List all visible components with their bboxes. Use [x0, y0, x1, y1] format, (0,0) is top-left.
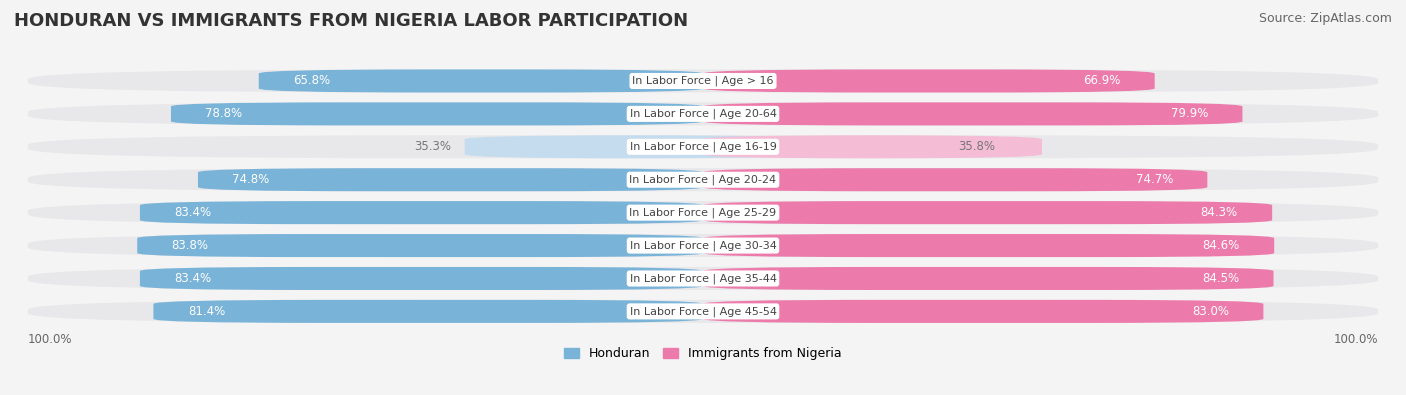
FancyBboxPatch shape: [464, 135, 804, 158]
Text: 79.9%: 79.9%: [1171, 107, 1208, 120]
Text: 65.8%: 65.8%: [294, 75, 330, 87]
Text: 84.3%: 84.3%: [1201, 206, 1237, 219]
Text: HONDURAN VS IMMIGRANTS FROM NIGERIA LABOR PARTICIPATION: HONDURAN VS IMMIGRANTS FROM NIGERIA LABO…: [14, 12, 688, 30]
Text: 83.4%: 83.4%: [174, 272, 211, 285]
FancyBboxPatch shape: [28, 267, 1378, 290]
Text: In Labor Force | Age 25-29: In Labor Force | Age 25-29: [630, 207, 776, 218]
FancyBboxPatch shape: [141, 267, 703, 290]
Text: 83.4%: 83.4%: [174, 206, 211, 219]
FancyBboxPatch shape: [703, 267, 1274, 290]
Text: 78.8%: 78.8%: [205, 107, 243, 120]
Legend: Honduran, Immigrants from Nigeria: Honduran, Immigrants from Nigeria: [560, 342, 846, 365]
Text: In Labor Force | Age > 16: In Labor Force | Age > 16: [633, 76, 773, 86]
Text: 84.6%: 84.6%: [1202, 239, 1240, 252]
FancyBboxPatch shape: [703, 168, 1208, 191]
Text: 83.8%: 83.8%: [172, 239, 208, 252]
FancyBboxPatch shape: [703, 201, 1272, 224]
Text: 84.5%: 84.5%: [1202, 272, 1239, 285]
Text: 81.4%: 81.4%: [188, 305, 225, 318]
FancyBboxPatch shape: [28, 135, 1378, 158]
Text: 100.0%: 100.0%: [1334, 333, 1378, 346]
FancyBboxPatch shape: [28, 300, 1378, 323]
Text: In Labor Force | Age 20-64: In Labor Force | Age 20-64: [630, 109, 776, 119]
FancyBboxPatch shape: [141, 201, 703, 224]
FancyBboxPatch shape: [172, 102, 703, 126]
Text: 83.0%: 83.0%: [1192, 305, 1229, 318]
FancyBboxPatch shape: [28, 234, 1378, 257]
FancyBboxPatch shape: [28, 70, 1378, 92]
Text: Source: ZipAtlas.com: Source: ZipAtlas.com: [1258, 12, 1392, 25]
Text: 35.8%: 35.8%: [959, 140, 995, 153]
FancyBboxPatch shape: [28, 102, 1378, 126]
FancyBboxPatch shape: [703, 300, 1264, 323]
FancyBboxPatch shape: [703, 70, 1154, 92]
Text: 35.3%: 35.3%: [413, 140, 451, 153]
Text: In Labor Force | Age 16-19: In Labor Force | Age 16-19: [630, 141, 776, 152]
FancyBboxPatch shape: [259, 70, 703, 92]
FancyBboxPatch shape: [28, 201, 1378, 224]
Text: In Labor Force | Age 30-34: In Labor Force | Age 30-34: [630, 240, 776, 251]
FancyBboxPatch shape: [703, 234, 1274, 257]
Text: In Labor Force | Age 20-24: In Labor Force | Age 20-24: [630, 175, 776, 185]
FancyBboxPatch shape: [28, 168, 1378, 191]
Text: 100.0%: 100.0%: [28, 333, 72, 346]
Text: In Labor Force | Age 45-54: In Labor Force | Age 45-54: [630, 306, 776, 317]
FancyBboxPatch shape: [138, 234, 703, 257]
FancyBboxPatch shape: [703, 135, 1042, 158]
FancyBboxPatch shape: [198, 168, 703, 191]
Text: 74.8%: 74.8%: [232, 173, 270, 186]
Text: 66.9%: 66.9%: [1083, 75, 1121, 87]
FancyBboxPatch shape: [703, 102, 1243, 126]
Text: In Labor Force | Age 35-44: In Labor Force | Age 35-44: [630, 273, 776, 284]
FancyBboxPatch shape: [153, 300, 703, 323]
Text: 74.7%: 74.7%: [1136, 173, 1173, 186]
